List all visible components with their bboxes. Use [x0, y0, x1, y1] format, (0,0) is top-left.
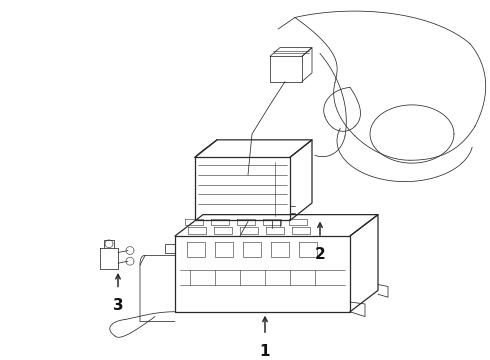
- Text: 2: 2: [315, 247, 325, 262]
- Text: 1: 1: [260, 344, 270, 359]
- Text: 3: 3: [113, 298, 123, 313]
